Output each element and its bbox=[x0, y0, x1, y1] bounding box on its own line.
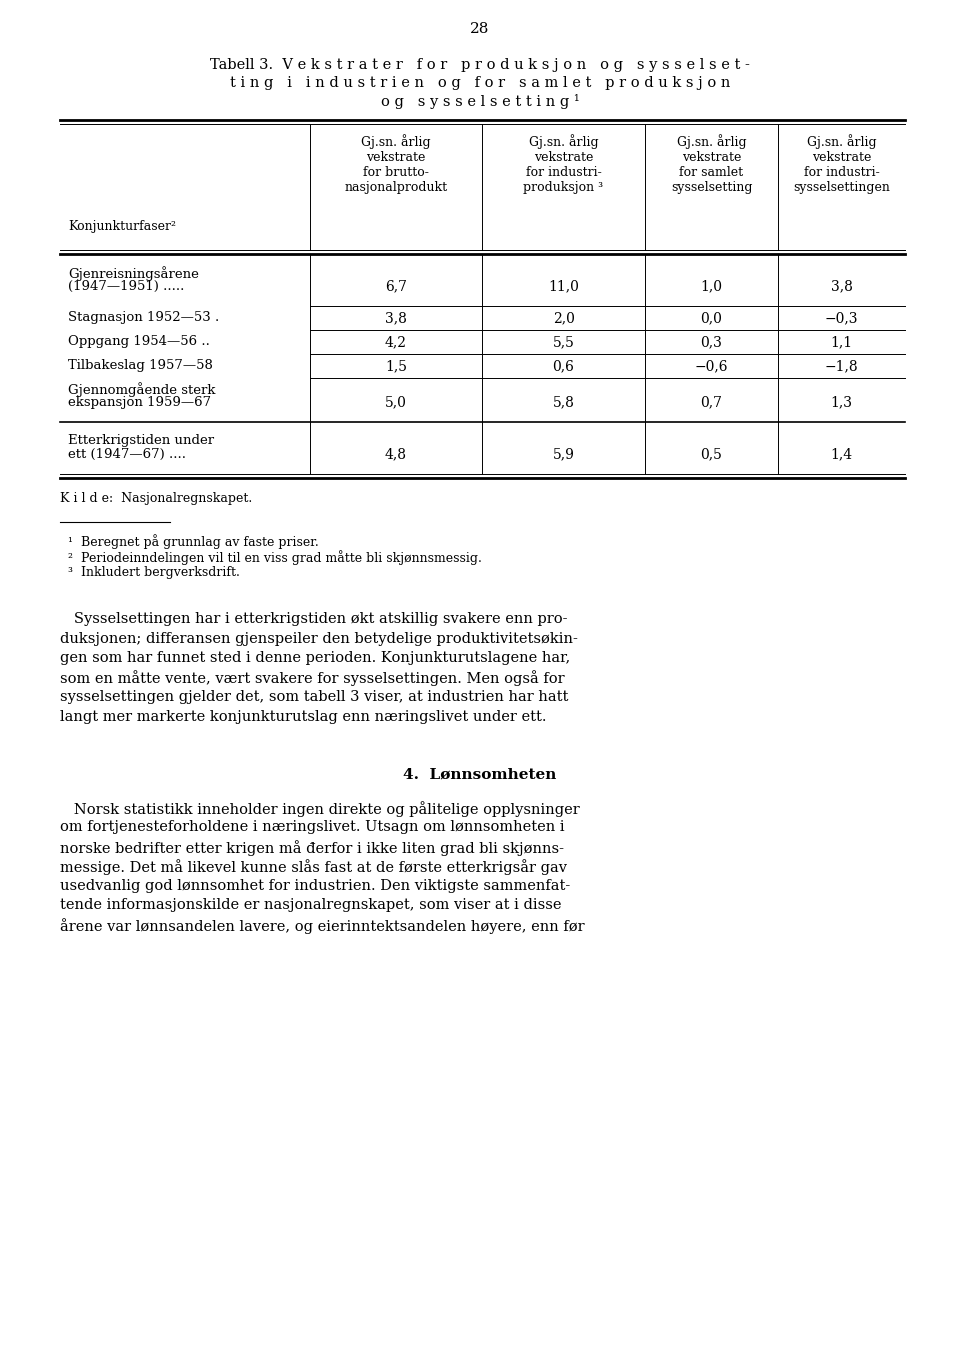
Text: t i n g   i   i n d u s t r i e n   o g   f o r   s a m l e t   p r o d u k s j : t i n g i i n d u s t r i e n o g f o r … bbox=[229, 76, 731, 90]
Text: Tilbakeslag 1957—58: Tilbakeslag 1957—58 bbox=[68, 359, 213, 373]
Text: 1,1: 1,1 bbox=[830, 335, 852, 350]
Text: 0,5: 0,5 bbox=[701, 447, 723, 460]
Text: 5,8: 5,8 bbox=[553, 396, 574, 409]
Text: (1947—1951) .....: (1947—1951) ..... bbox=[68, 279, 184, 293]
Text: 11,0: 11,0 bbox=[548, 279, 579, 293]
Text: 6,7: 6,7 bbox=[385, 279, 407, 293]
Text: sysselsettingen gjelder det, som tabell 3 viser, at industrien har hatt: sysselsettingen gjelder det, som tabell … bbox=[60, 690, 568, 703]
Text: 3,8: 3,8 bbox=[385, 310, 407, 325]
Text: o g   s y s s e l s e t t i n g ¹: o g s y s s e l s e t t i n g ¹ bbox=[380, 95, 580, 109]
Text: Gjenreisningsårene: Gjenreisningsårene bbox=[68, 266, 199, 281]
Text: Gj.sn. årlig
vekstrate
for industri-
produksjon ³: Gj.sn. årlig vekstrate for industri- pro… bbox=[523, 134, 604, 194]
Text: som en måtte vente, vært svakere for sysselsettingen. Men også for: som en måtte vente, vært svakere for sys… bbox=[60, 671, 564, 686]
Text: Gjennomgående sterk: Gjennomgående sterk bbox=[68, 382, 215, 397]
Text: ekspansjon 1959—67: ekspansjon 1959—67 bbox=[68, 396, 211, 409]
Text: usedvanlig god lønnsomhet for industrien. Den viktigste sammenfat-: usedvanlig god lønnsomhet for industrien… bbox=[60, 879, 570, 892]
Text: ¹  Beregnet på grunnlag av faste priser.: ¹ Beregnet på grunnlag av faste priser. bbox=[68, 535, 319, 549]
Text: 1,3: 1,3 bbox=[830, 396, 852, 409]
Text: 1,4: 1,4 bbox=[830, 447, 852, 460]
Text: Gj.sn. årlig
vekstrate
for industri-
sysselsettingen: Gj.sn. årlig vekstrate for industri- sys… bbox=[793, 134, 890, 194]
Text: 1,5: 1,5 bbox=[385, 359, 407, 373]
Text: 4,8: 4,8 bbox=[385, 447, 407, 460]
Text: −0,6: −0,6 bbox=[695, 359, 729, 373]
Text: norske bedrifter etter krigen må đerfor i ikke liten grad bli skjønns-: norske bedrifter etter krigen må đerfor … bbox=[60, 840, 564, 856]
Text: ett (1947—67) ....: ett (1947—67) .... bbox=[68, 448, 186, 460]
Text: gen som har funnet sted i denne perioden. Konjunkturutslagene har,: gen som har funnet sted i denne perioden… bbox=[60, 651, 570, 666]
Text: −1,8: −1,8 bbox=[825, 359, 858, 373]
Text: 0,3: 0,3 bbox=[701, 335, 723, 350]
Text: 1,0: 1,0 bbox=[701, 279, 723, 293]
Text: Tabell 3.  V e k s t r a t e r   f o r   p r o d u k s j o n   o g   s y s s e l: Tabell 3. V e k s t r a t e r f o r p r … bbox=[210, 58, 750, 72]
Text: −0,3: −0,3 bbox=[825, 310, 858, 325]
Text: 4.  Lønnsomheten: 4. Lønnsomheten bbox=[403, 767, 557, 782]
Text: 0,6: 0,6 bbox=[553, 359, 574, 373]
Text: Konjunkturfaser²: Konjunkturfaser² bbox=[68, 220, 176, 234]
Text: 3,8: 3,8 bbox=[830, 279, 852, 293]
Text: ³  Inkludert bergverksdrift.: ³ Inkludert bergverksdrift. bbox=[68, 566, 240, 579]
Text: 5,9: 5,9 bbox=[553, 447, 574, 460]
Text: 0,7: 0,7 bbox=[701, 396, 723, 409]
Text: årene var lønnsandelen lavere, og eierinntektsandelen høyere, enn før: årene var lønnsandelen lavere, og eierin… bbox=[60, 918, 585, 934]
Text: duksjonen; differansen gjenspeiler den betydelige produktivitetsøkin-: duksjonen; differansen gjenspeiler den b… bbox=[60, 632, 578, 645]
Text: K i l d e:  Nasjonalregnskapet.: K i l d e: Nasjonalregnskapet. bbox=[60, 491, 252, 505]
Text: ²  Periodeinndelingen vil til en viss grad måtte bli skjønnsmessig.: ² Periodeinndelingen vil til en viss gra… bbox=[68, 549, 482, 564]
Text: Sysselsettingen har i etterkrigstiden økt atskillig svakere enn pro-: Sysselsettingen har i etterkrigstiden øk… bbox=[60, 612, 567, 626]
Text: Stagnasjon 1952—53 .: Stagnasjon 1952—53 . bbox=[68, 312, 219, 324]
Text: tende informasjonskilde er nasjonalregnskapet, som viser at i disse: tende informasjonskilde er nasjonalregns… bbox=[60, 899, 562, 913]
Text: messige. Det må likevel kunne slås fast at de første etterkrigsår gav: messige. Det må likevel kunne slås fast … bbox=[60, 860, 567, 875]
Text: 5,0: 5,0 bbox=[385, 396, 407, 409]
Text: om fortjenesteforholdene i næringslivet. Utsagn om lønnsomheten i: om fortjenesteforholdene i næringslivet.… bbox=[60, 821, 564, 834]
Text: langt mer markerte konjunkturutslag enn næringslivet under ett.: langt mer markerte konjunkturutslag enn … bbox=[60, 710, 546, 724]
Text: Gj.sn. årlig
vekstrate
for samlet
sysselsetting: Gj.sn. årlig vekstrate for samlet syssel… bbox=[671, 134, 753, 194]
Text: Norsk statistikk inneholder ingen direkte og pålitelige opplysninger: Norsk statistikk inneholder ingen direkt… bbox=[60, 801, 580, 817]
Text: 5,5: 5,5 bbox=[553, 335, 574, 350]
Text: 4,2: 4,2 bbox=[385, 335, 407, 350]
Text: Oppgang 1954—56 ..: Oppgang 1954—56 .. bbox=[68, 336, 210, 348]
Text: Gj.sn. årlig
vekstrate
for brutto-
nasjonalprodukt: Gj.sn. årlig vekstrate for brutto- nasjo… bbox=[345, 134, 447, 194]
Text: 28: 28 bbox=[470, 22, 490, 36]
Text: Etterkrigstiden under: Etterkrigstiden under bbox=[68, 433, 214, 447]
Text: 0,0: 0,0 bbox=[701, 310, 723, 325]
Text: 2,0: 2,0 bbox=[553, 310, 574, 325]
